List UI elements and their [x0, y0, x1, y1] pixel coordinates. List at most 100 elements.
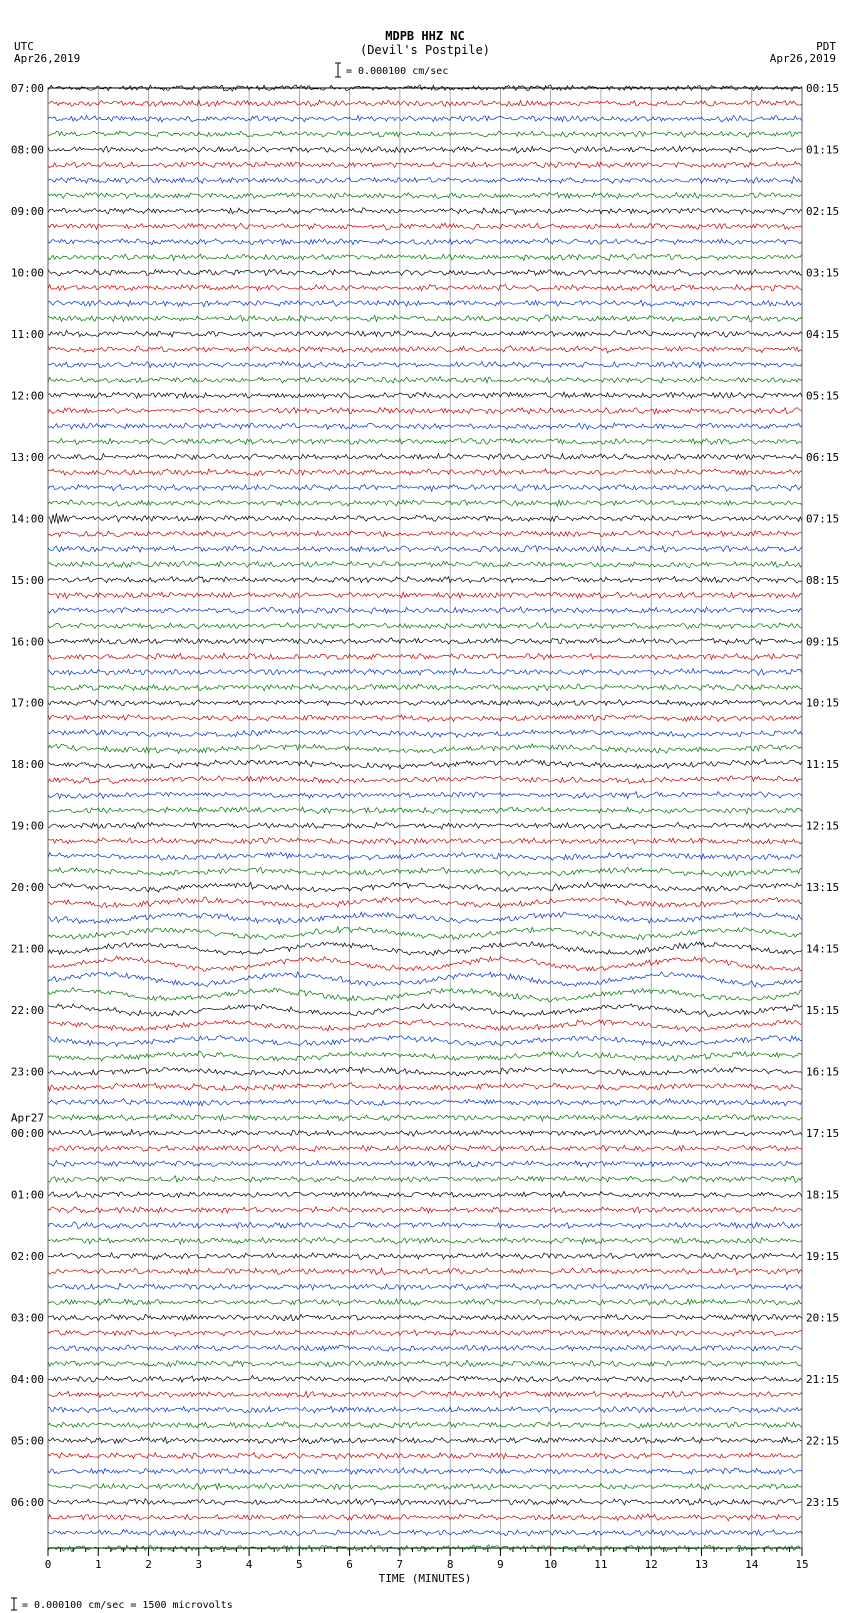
seismic-trace: [48, 730, 802, 738]
utc-time-label: 19:00: [11, 820, 44, 833]
seismic-trace: [48, 131, 802, 137]
seismic-trace: [48, 177, 802, 184]
seismic-trace: [48, 1253, 802, 1260]
pdt-time-label: 09:15: [806, 635, 839, 648]
utc-time-label: 16:00: [11, 635, 44, 648]
seismic-trace: [48, 346, 802, 353]
seismic-trace: [48, 1468, 802, 1474]
seismic-trace: [48, 1514, 802, 1521]
pdt-time-label: 16:15: [806, 1066, 839, 1079]
seismic-trace: [48, 392, 802, 398]
seismic-trace: [48, 1161, 802, 1168]
seismogram-chart: MDPB HHZ NC(Devil's Postpile)= 0.000100 …: [0, 0, 850, 1613]
seismic-trace: [48, 1360, 802, 1367]
seismic-trace: [48, 469, 802, 476]
seismic-trace: [48, 577, 802, 584]
seismic-trace: [48, 1453, 802, 1460]
x-tick-label: 6: [346, 1558, 353, 1571]
seismic-trace: [48, 1052, 802, 1062]
seismic-trace: [48, 1176, 802, 1183]
seismic-trace: [48, 561, 802, 567]
pdt-time-label: 21:15: [806, 1373, 839, 1386]
x-tick-label: 13: [695, 1558, 708, 1571]
utc-time-label: 04:00: [11, 1373, 44, 1386]
seismic-trace: [48, 700, 802, 707]
utc-time-label: 10:00: [11, 266, 44, 279]
utc-time-label: Apr27: [11, 1112, 44, 1125]
pdt-time-label: 18:15: [806, 1189, 839, 1202]
seismic-trace: [48, 1406, 802, 1413]
pdt-time-label: 14:15: [806, 943, 839, 956]
seismic-trace: [48, 823, 802, 830]
x-axis-label: TIME (MINUTES): [379, 1572, 472, 1585]
pdt-time-label: 03:15: [806, 266, 839, 279]
x-tick-label: 2: [145, 1558, 152, 1571]
seismic-trace: [48, 284, 802, 291]
seismic-trace: [48, 852, 802, 860]
seismic-trace: [48, 1145, 802, 1151]
seismic-trace: [48, 1530, 802, 1536]
seismic-trace: [48, 1191, 802, 1197]
seismic-trace: [48, 439, 802, 445]
pdt-time-label: 23:15: [806, 1496, 839, 1509]
utc-time-label: 07:00: [11, 82, 44, 95]
seismic-trace: [48, 193, 802, 199]
seismic-trace: [48, 1299, 802, 1305]
seismic-trace: [48, 1268, 802, 1275]
seismic-trace: [48, 315, 802, 322]
seismic-trace: [48, 867, 802, 876]
seismic-trace: [48, 223, 802, 230]
utc-time-label: 09:00: [11, 205, 44, 218]
seismic-trace: [48, 1020, 802, 1032]
seismic-trace: [48, 330, 802, 337]
seismic-trace: [48, 1391, 802, 1397]
x-tick-label: 5: [296, 1558, 303, 1571]
seismic-trace: [48, 759, 802, 769]
station-title: MDPB HHZ NC: [385, 29, 464, 43]
pdt-time-label: 13:15: [806, 881, 839, 894]
pdt-time-label: 12:15: [806, 820, 839, 833]
seismic-trace: [48, 531, 802, 537]
seismic-trace: [48, 927, 802, 940]
x-tick-label: 7: [397, 1558, 404, 1571]
seismic-trace: [48, 1330, 802, 1336]
seismic-trace: [48, 500, 802, 507]
seismic-trace: [48, 1437, 802, 1443]
seismic-trace: [48, 838, 802, 845]
seismic-trace: [48, 408, 802, 415]
utc-time-label: 21:00: [11, 943, 44, 956]
seismic-trace: [48, 454, 802, 461]
utc-time-label: 05:00: [11, 1434, 44, 1447]
utc-time-label: 13:00: [11, 451, 44, 464]
utc-time-label: 15:00: [11, 574, 44, 587]
x-tick-label: 11: [594, 1558, 607, 1571]
seismic-trace: [48, 1314, 802, 1320]
location-subtitle: (Devil's Postpile): [360, 43, 490, 57]
x-tick-label: 8: [447, 1558, 454, 1571]
utc-time-label: 18:00: [11, 758, 44, 771]
utc-time-label: 00:00: [11, 1127, 44, 1140]
seismic-trace: [48, 300, 802, 307]
seismic-trace: [48, 715, 802, 722]
seismic-trace: [48, 1283, 802, 1290]
seismic-trace: [48, 1067, 802, 1075]
seismic-trace: [48, 1207, 802, 1213]
seismic-trace: [48, 1345, 802, 1351]
pdt-time-label: 02:15: [806, 205, 839, 218]
seismic-trace: [48, 513, 802, 524]
utc-time-label: 11:00: [11, 328, 44, 341]
seismic-trace: [48, 254, 802, 261]
seismic-trace: [48, 546, 802, 553]
seismic-trace: [48, 956, 802, 971]
seismic-trace: [48, 1376, 802, 1383]
x-tick-label: 12: [645, 1558, 658, 1571]
x-tick-label: 9: [497, 1558, 504, 1571]
seismic-trace: [48, 882, 802, 892]
pdt-time-label: 07:15: [806, 512, 839, 525]
pdt-time-label: 19:15: [806, 1250, 839, 1263]
pdt-time-label: 22:15: [806, 1434, 839, 1447]
pdt-time-label: 06:15: [806, 451, 839, 464]
seismic-trace: [48, 1130, 802, 1137]
utc-time-label: 01:00: [11, 1189, 44, 1202]
seismic-trace: [48, 1237, 802, 1244]
